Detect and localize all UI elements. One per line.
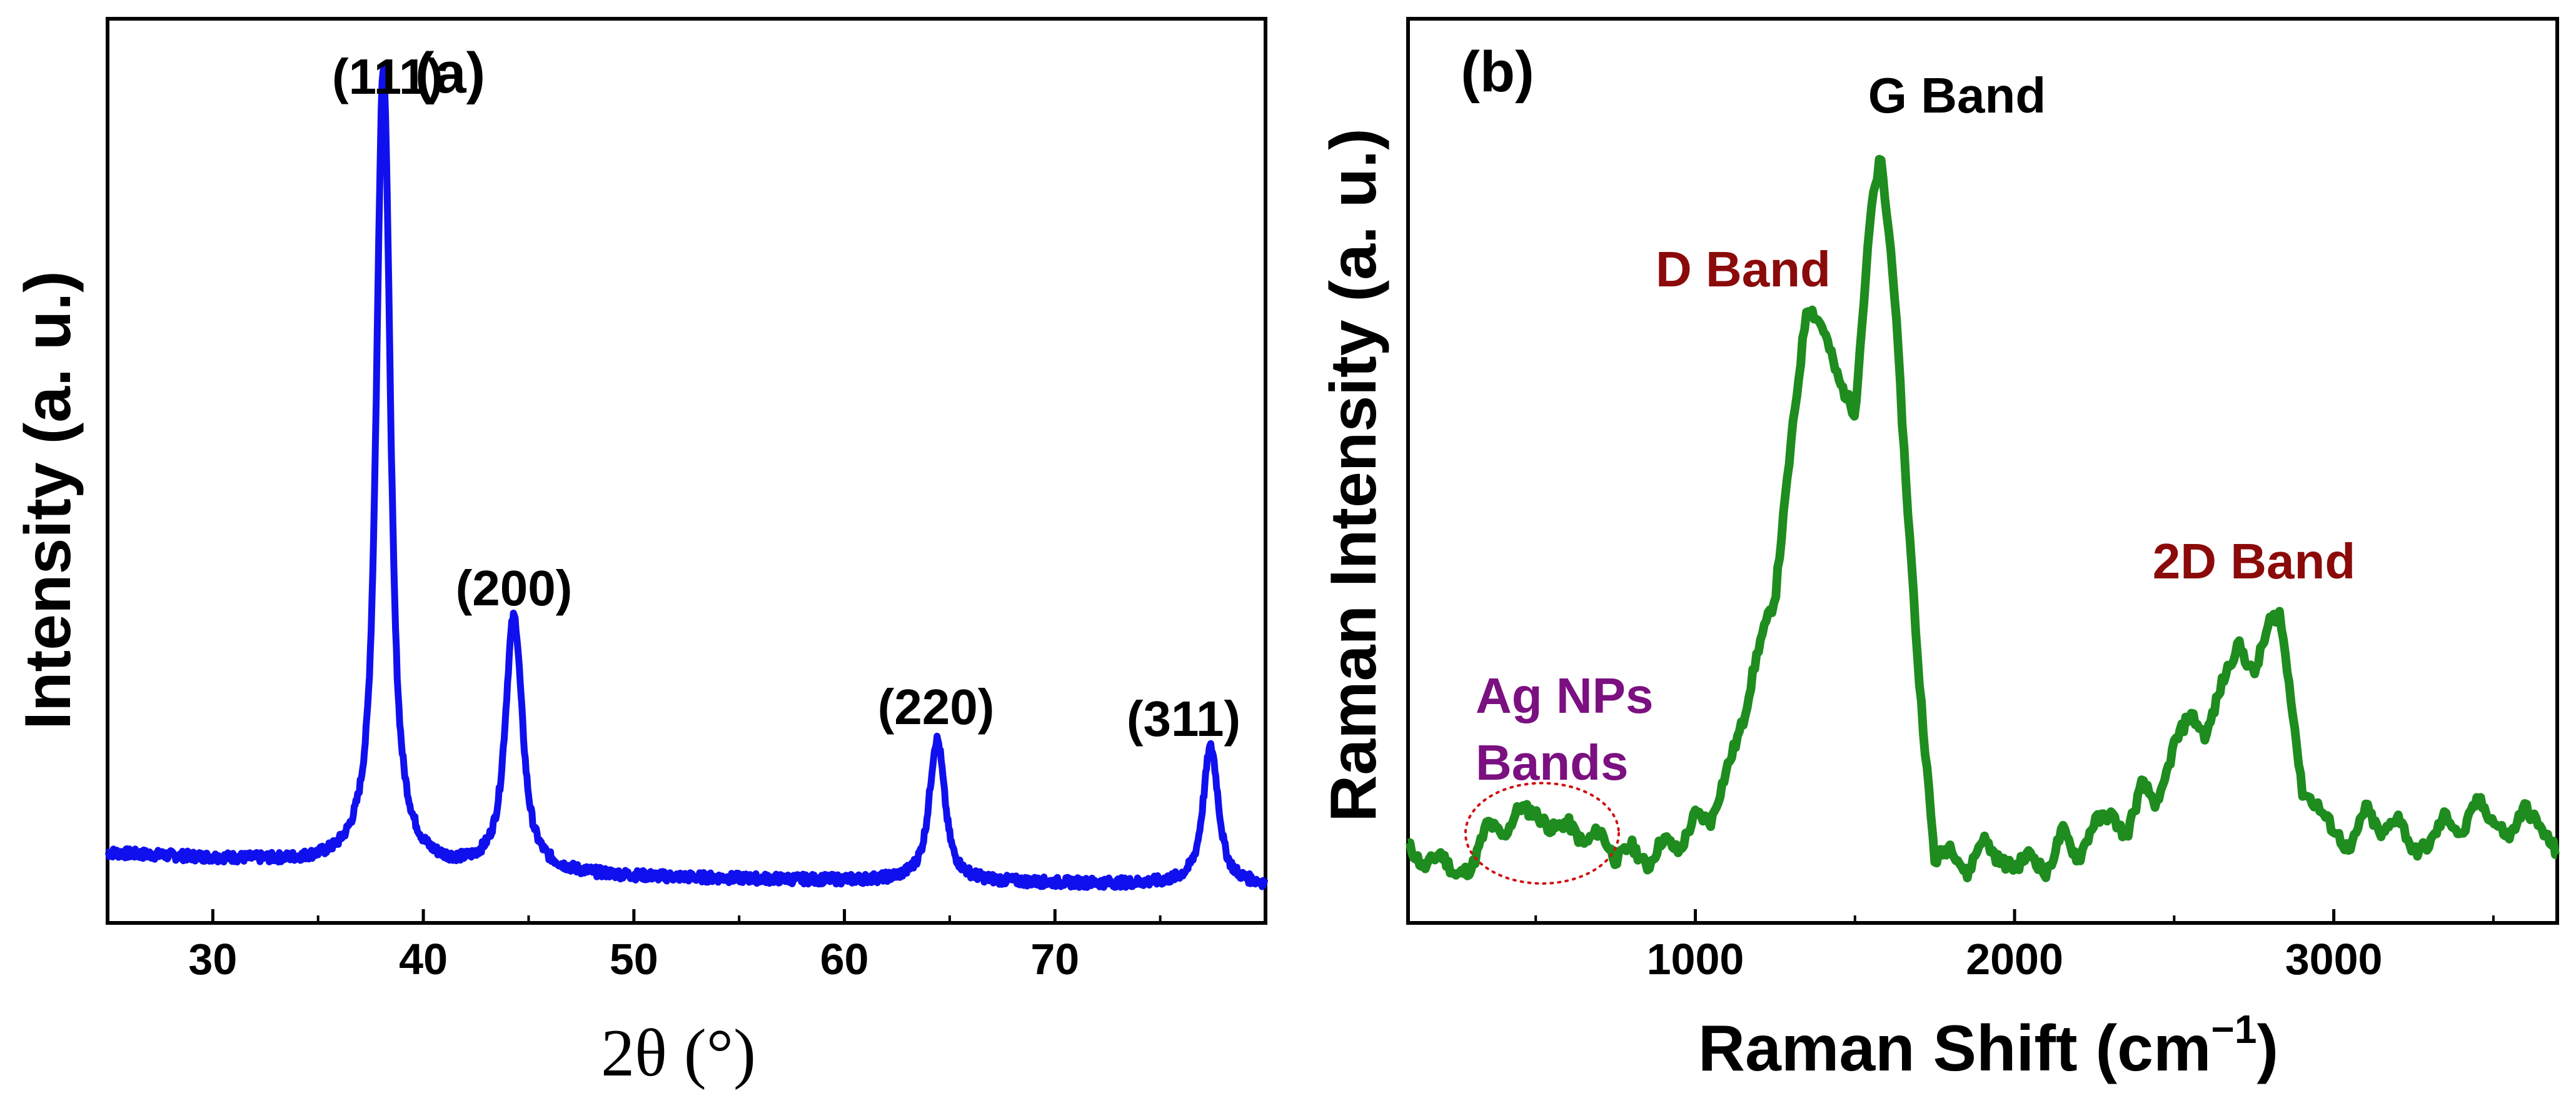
panel-b-x-axis-label-main: Raman Shift (cm (1698, 1012, 2211, 1085)
panel-b-x-tick-label: 3000 (2285, 935, 2383, 984)
panel-a-x-tick-label: 40 (399, 935, 448, 984)
panel-a-series-line (104, 63, 1269, 891)
panel-a-peak-label: (111) (332, 49, 443, 104)
panel-a-marks: 30 40 50 60 70 (111) (200) (220) (311) (104, 49, 1269, 984)
panel-b-raman-chart: 1000 2000 3000 (b) G Band D Band 2D Band Ag NPs… (1317, 17, 2560, 1085)
panel-b-x-axis-label-close: ) (2257, 1012, 2278, 1085)
panel-b-ag-nps-label: Ag NPs (1476, 668, 1654, 723)
panel-a-title-label: (a) (415, 41, 485, 105)
panel-a-x-tick-label: 70 (1030, 935, 1079, 984)
panel-b-x-axis-label: Raman Shift (cm−1) (1698, 1007, 2278, 1085)
panel-a-xrd-chart: 30 40 50 60 70 (111) (200) (220) (311) (a) 2θ (°… (12, 17, 1269, 1090)
panel-b-d-band-label: D Band (1656, 241, 1831, 297)
panel-b-ag-bands-label: Bands (1476, 735, 1629, 790)
panel-b-y-axis-label: Raman Intensity (a. u.) (1317, 128, 1390, 822)
panel-a-x-tick-label: 60 (820, 935, 869, 984)
panel-b-title-label: (b) (1461, 40, 1534, 104)
panel-b-x-axis-label-superscript: −1 (2211, 1007, 2257, 1052)
panel-a-x-axis-label: 2θ (°) (601, 1016, 756, 1090)
panel-b-2d-band-label: 2D Band (2153, 533, 2356, 589)
panel-a-x-tick-label: 30 (188, 935, 237, 984)
panel-b-plot-frame (1406, 17, 2559, 925)
panel-b-x-tick-label: 1000 (1647, 935, 1744, 984)
panel-a-plot-frame (106, 17, 1267, 925)
panel-b-g-band-label: G Band (1868, 68, 2046, 123)
panel-b-series-line (1406, 154, 2560, 883)
panel-b-marks: 1000 2000 3000 (b) G Band D Band 2D Band Ag NPs… (1406, 40, 2560, 984)
panel-a-y-axis-label: Intensity (a. u.) (12, 271, 84, 730)
panel-a-x-tick-label: 50 (610, 935, 658, 984)
panel-a-peak-label: (200) (456, 560, 573, 616)
panel-b-highlight-ellipse (1464, 782, 1620, 885)
panel-b-x-tick-label: 2000 (1966, 935, 2063, 984)
panel-a-peak-label: (220) (878, 679, 995, 735)
panel-a-peak-label: (311) (1127, 691, 1240, 747)
